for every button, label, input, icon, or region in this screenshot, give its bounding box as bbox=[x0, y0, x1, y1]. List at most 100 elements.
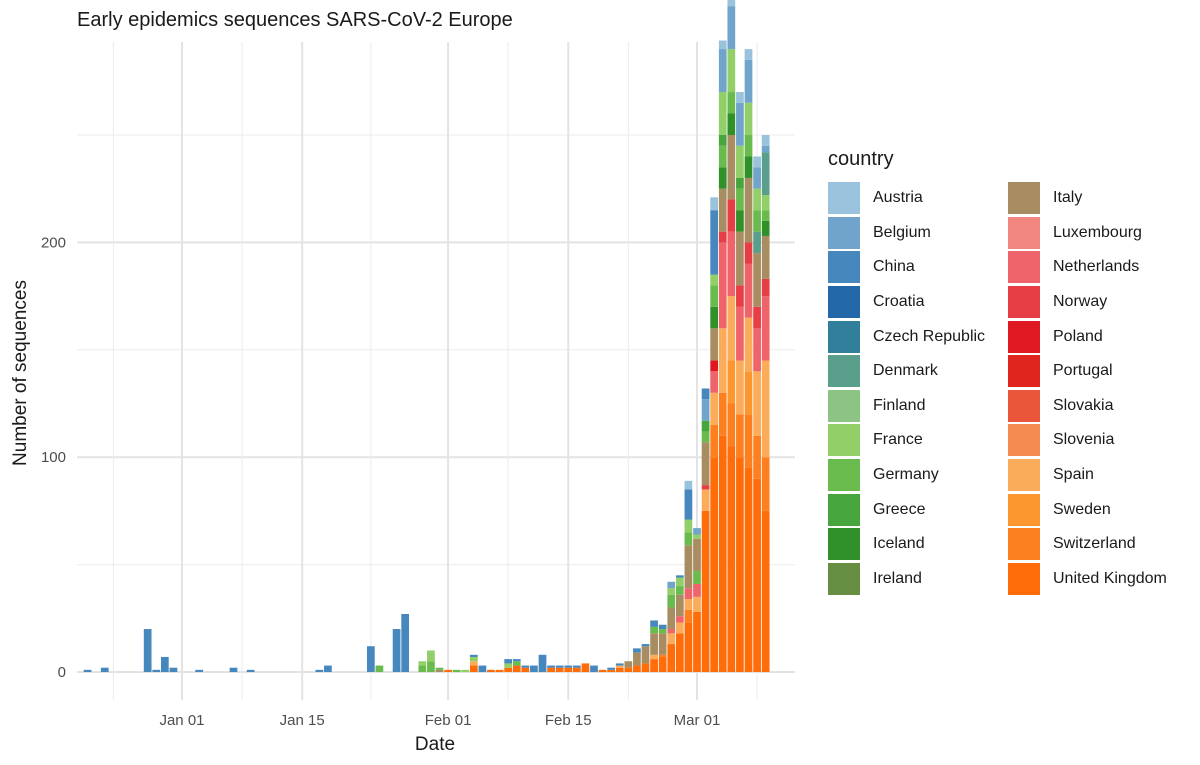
bar-segment bbox=[667, 633, 676, 645]
legend-swatch bbox=[1008, 320, 1040, 353]
bar-segment bbox=[641, 663, 650, 672]
bar-segment bbox=[693, 611, 701, 672]
bar-segment bbox=[487, 669, 495, 672]
bar-segment bbox=[701, 431, 710, 443]
legend-item: Norway bbox=[1008, 285, 1188, 320]
bar-segment bbox=[667, 629, 676, 634]
legend-swatch bbox=[828, 320, 860, 353]
bar-segment bbox=[684, 480, 693, 490]
bar-segment bbox=[710, 457, 719, 672]
legend-swatch bbox=[828, 562, 860, 595]
bar-segment bbox=[736, 414, 744, 458]
legend-item: Germany bbox=[828, 458, 1008, 493]
bar-segment bbox=[229, 667, 238, 672]
bar-segment bbox=[744, 156, 753, 178]
bar-segment bbox=[195, 669, 204, 672]
bar-segment bbox=[581, 663, 590, 672]
bar-segment bbox=[744, 242, 753, 264]
legend-label: Luxembourg bbox=[1053, 223, 1142, 241]
legend-column: Austria Belgium China Croatia Czech Republic… bbox=[828, 181, 1008, 596]
x-tick-label: Jan 15 bbox=[280, 712, 325, 729]
bar-segment bbox=[736, 360, 744, 415]
bar-segment bbox=[469, 654, 478, 657]
bar-segment bbox=[710, 210, 719, 275]
bar-segment bbox=[710, 306, 719, 329]
legend-item: Ireland bbox=[828, 562, 1008, 597]
legend-label: United Kingdom bbox=[1053, 569, 1167, 587]
legend-swatch bbox=[1008, 493, 1040, 526]
bar-segment bbox=[684, 489, 693, 520]
legend-item: Croatia bbox=[828, 285, 1008, 320]
bar-segment bbox=[650, 633, 658, 655]
bar-segment bbox=[761, 360, 770, 458]
bar-segment bbox=[727, 92, 736, 114]
legend-swatch bbox=[1008, 528, 1040, 561]
legend-label: Ireland bbox=[873, 569, 922, 587]
bar-segment bbox=[564, 667, 573, 672]
bar-segment bbox=[598, 669, 607, 672]
x-tick-label: Jan 01 bbox=[159, 712, 204, 729]
bar-segment bbox=[727, 49, 736, 93]
legend-item: Italy bbox=[1008, 181, 1188, 216]
bar-segment bbox=[658, 633, 667, 655]
bar-segment bbox=[650, 659, 658, 672]
bar-segment bbox=[718, 135, 727, 146]
legend-item: Iceland bbox=[828, 527, 1008, 562]
bar-segment bbox=[727, 0, 736, 7]
bar-segment bbox=[710, 328, 719, 361]
bar-segment bbox=[761, 152, 770, 196]
legend-item: Spain bbox=[1008, 458, 1188, 493]
bar-segment bbox=[718, 392, 727, 436]
bar-segment bbox=[418, 665, 427, 672]
bar-segment bbox=[658, 656, 667, 672]
legend-item: Portugal bbox=[1008, 354, 1188, 389]
legend-swatch bbox=[828, 251, 860, 284]
bar-segment bbox=[753, 231, 761, 254]
legend-item: Czech Republic bbox=[828, 319, 1008, 354]
bar-segment bbox=[744, 317, 753, 372]
bar-segment bbox=[624, 667, 633, 672]
legend-swatch bbox=[828, 286, 860, 319]
bar-segment bbox=[675, 633, 684, 672]
legend-item: Luxembourg bbox=[1008, 216, 1188, 251]
bar-segment bbox=[727, 6, 736, 50]
bar-segment bbox=[667, 588, 676, 595]
bar-segment bbox=[693, 583, 701, 597]
bar-segment bbox=[727, 296, 736, 361]
bar-segment bbox=[547, 667, 555, 672]
bar-segment bbox=[761, 510, 770, 672]
bar-segment bbox=[675, 622, 684, 634]
bar-segment bbox=[744, 59, 753, 103]
bar-segment bbox=[701, 489, 710, 511]
bar-segment bbox=[478, 665, 487, 672]
x-tick-label: Feb 15 bbox=[545, 712, 592, 729]
bar-segment bbox=[736, 92, 744, 103]
bar-segment bbox=[633, 652, 641, 666]
legend-swatch bbox=[1008, 286, 1040, 319]
bar-segment bbox=[701, 485, 710, 490]
bar-segment bbox=[100, 667, 109, 672]
bar-segment bbox=[718, 188, 727, 232]
bar-segment bbox=[684, 545, 693, 589]
bar-segment bbox=[547, 665, 555, 668]
legend-label: Croatia bbox=[873, 293, 925, 311]
bar-segment bbox=[667, 581, 676, 589]
bar-segment bbox=[504, 659, 513, 664]
legend-label: Austria bbox=[873, 189, 923, 207]
bar-segment bbox=[710, 274, 719, 286]
bar-segment bbox=[736, 210, 744, 232]
bar-segment bbox=[718, 40, 727, 50]
bar-segment bbox=[753, 478, 761, 672]
legend-label: Finland bbox=[873, 396, 926, 414]
legend-label: Denmark bbox=[873, 362, 938, 380]
legend-label: Italy bbox=[1053, 189, 1083, 207]
bar-segment bbox=[658, 629, 667, 634]
legend-item: Netherlands bbox=[1008, 250, 1188, 285]
legend-item: Finland bbox=[828, 389, 1008, 424]
legend-label: China bbox=[873, 258, 915, 276]
bar-series bbox=[83, 0, 770, 672]
bar-segment bbox=[658, 624, 667, 630]
bar-segment bbox=[83, 669, 92, 672]
legend-item: Sweden bbox=[1008, 492, 1188, 527]
